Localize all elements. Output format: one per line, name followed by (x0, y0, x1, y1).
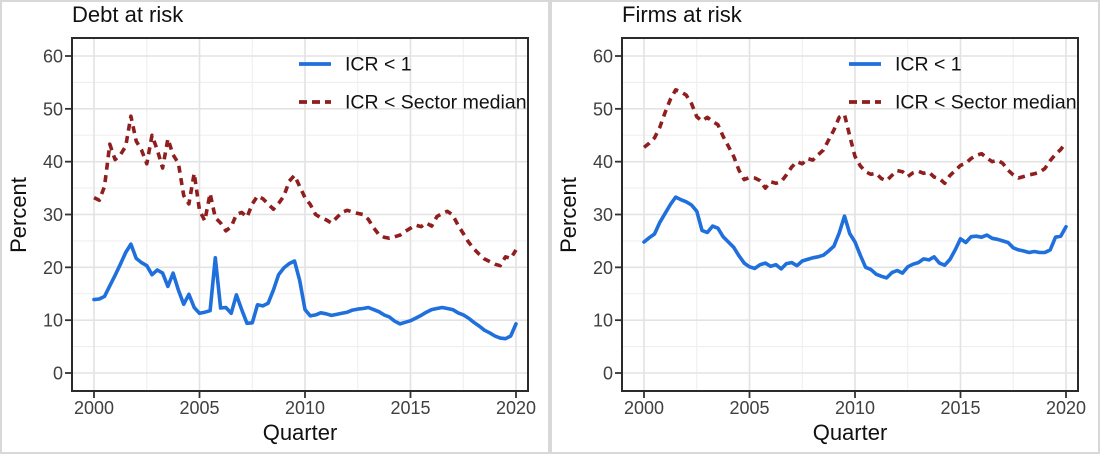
chart-title-firms: Firms at risk (622, 2, 742, 27)
legend-label: ICR < 1 (345, 54, 412, 76)
series-line-icr-lt-sector-median (642, 88, 1068, 190)
panel-border (71, 37, 529, 392)
panel-firms-at-risk: 0 10 20 30 40 50 60 2000 2005 2010 2015 2020 ICR < 1… (550, 0, 1100, 454)
y-tick-label: 40 (43, 152, 63, 172)
x-tick-label: 2005 (179, 398, 219, 418)
series-line-icr-lt-1 (92, 242, 518, 341)
y-tick-label: 30 (593, 205, 613, 225)
y-tick-label: 50 (43, 99, 63, 119)
y-tick-label: 0 (53, 364, 63, 384)
x-tick-label: 2010 (835, 398, 875, 418)
y-tick-label: 60 (593, 47, 613, 67)
y-tick-label: 60 (43, 47, 63, 67)
plot-area-debt: 0 10 20 30 40 50 60 2000 2005 2010 2015 2020 ICR < 1… (0, 0, 550, 454)
legend-label: ICR < 1 (895, 54, 962, 76)
x-tick-label: 2010 (285, 398, 325, 418)
y-tick-label: 20 (43, 258, 63, 278)
plot-area-firms: 0 10 20 30 40 50 60 2000 2005 2010 2015 2020 ICR < 1… (550, 0, 1100, 454)
y-tick-label: 40 (593, 152, 613, 172)
x-tick-label: 2015 (390, 398, 430, 418)
legend-label: ICR < Sector median (895, 92, 1077, 114)
y-axis-title-firms: Percent (556, 177, 581, 253)
y-tick-label: 50 (593, 99, 613, 119)
image-edge (550, 0, 1100, 454)
y-tick-label: 10 (43, 311, 63, 331)
y-tick-label: 20 (593, 258, 613, 278)
chart-title-debt: Debt at risk (72, 2, 184, 27)
x-tick-label: 2000 (624, 398, 664, 418)
series-line-icr-lt-1 (642, 195, 1068, 280)
y-tick-label: 30 (43, 205, 63, 225)
x-tick-label: 2020 (496, 398, 536, 418)
y-axis-title-debt: Percent (6, 177, 31, 253)
x-tick-label: 2005 (729, 398, 769, 418)
legend-label: ICR < Sector median (345, 92, 527, 114)
panel-debt-at-risk: 0 10 20 30 40 50 60 2000 2005 2010 2015 2020 ICR < 1… (0, 0, 550, 454)
image-edge (0, 0, 550, 454)
series-line-icr-lt-sector-median (93, 114, 518, 268)
x-tick-label: 2000 (74, 398, 114, 418)
x-axis-title-firms: Quarter (812, 420, 888, 445)
x-axis-title-debt: Quarter (262, 420, 338, 445)
y-tick-label: 10 (593, 311, 613, 331)
panel-border (621, 37, 1079, 392)
x-tick-label: 2020 (1046, 398, 1086, 418)
y-tick-label: 0 (603, 364, 613, 384)
x-tick-label: 2015 (940, 398, 980, 418)
